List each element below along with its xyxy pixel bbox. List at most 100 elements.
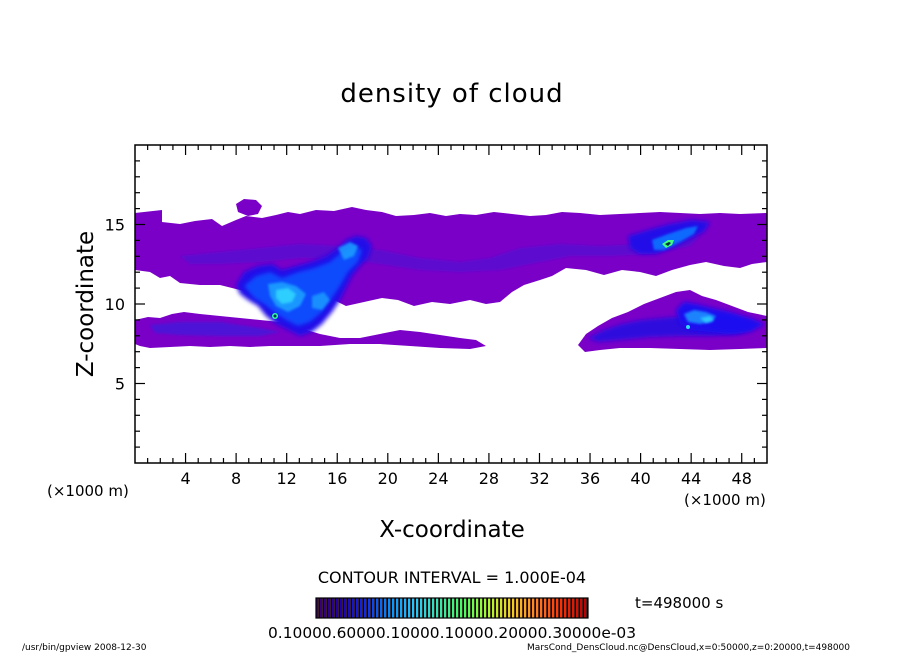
colorbar-step-gap [518,598,520,618]
x-tick-label: 44 [681,469,701,488]
colorbar-step [476,598,479,618]
colorbar-step-gap [370,598,372,618]
colorbar-step-gap [538,598,540,618]
colorbar-step-gap [442,598,444,618]
colorbar-step-gap [578,598,580,618]
colorbar-gradient [316,598,588,618]
colorbar-step [432,598,435,618]
colorbar-step [400,598,403,618]
x-tick-label: 20 [378,469,398,488]
colorbar-step [528,598,531,618]
colorbar-step-gap [354,598,356,618]
colorbar-step [428,598,431,618]
colorbar-step-gap [382,598,384,618]
colorbar-step [340,598,343,618]
colorbar-step [492,598,495,618]
y-tick-label: 5 [115,375,125,394]
colorbar-step [580,598,583,618]
colorbar-step-gap [458,598,460,618]
colorbar-step [408,598,411,618]
colorbar-step [464,598,467,618]
colorbar-step-gap [454,598,456,618]
colorbar-step [436,598,439,618]
colorbar-step-gap [534,598,536,618]
colorbar-step [488,598,491,618]
colorbar-step [496,598,499,618]
footer-left: /usr/bin/gpview 2008-12-30 [22,643,147,653]
colorbar-step [360,598,363,618]
x-tick-label: 24 [428,469,448,488]
colorbar-step-gap [326,598,328,618]
x-tick-label: 8 [231,469,241,488]
colorbar-step-gap [506,598,508,618]
colorbar-step-gap [338,598,340,618]
cloud-region-lower-left [135,312,486,349]
colorbar-step-gap [342,598,344,618]
colorbar-step [380,598,383,618]
x-tick-label: 28 [479,469,499,488]
colorbar-step [412,598,415,618]
colorbar-step-gap [426,598,428,618]
colorbar-step-gap [350,598,352,618]
x-tick-label: 4 [180,469,190,488]
colorbar-step [324,598,327,618]
colorbar-step-gap [522,598,524,618]
colorbar-step [444,598,447,618]
colorbar-step [372,598,375,618]
x-tick-labels: 4 8 12 16 20 24 28 32 36 40 44 48 [180,469,751,488]
colorbar-step [392,598,395,618]
colorbar-step [376,598,379,618]
colorbar-step [536,598,539,618]
colorbar-step [484,598,487,618]
colorbar-step-gap [438,598,440,618]
colorbar-step [472,598,475,618]
colorbar [315,597,589,619]
colorbar-step-gap [478,598,480,618]
colorbar-step-gap [494,598,496,618]
colorbar-step [520,598,523,618]
colorbar-step-gap [530,598,532,618]
colorbar-step-gap [486,598,488,618]
colorbar-step [532,598,535,618]
colorbar-step [348,598,351,618]
colorbar-step [332,598,335,618]
colorbar-step [452,598,455,618]
colorbar-step-gap [470,598,472,618]
cloud-region-top-blob [236,199,262,216]
x-tick-label: 40 [630,469,650,488]
colorbar-step [516,598,519,618]
colorbar-step-gap [574,598,576,618]
colorbar-step-gap [482,598,484,618]
colorbar-step [572,598,575,618]
colorbar-step-gap [510,598,512,618]
colorbar-step-gap [386,598,388,618]
colorbar-step [508,598,511,618]
colorbar-step-gap [378,598,380,618]
colorbar-step-gap [374,598,376,618]
colorbar-step [448,598,451,618]
colorbar-step [352,598,355,618]
x-tick-label: 36 [580,469,600,488]
colorbar-step [420,598,423,618]
colorbar-step [576,598,579,618]
cloud-core-upper-right [628,220,710,254]
colorbar-step [336,598,339,618]
colorbar-step [424,598,427,618]
colorbar-step-gap [526,598,528,618]
colorbar-step-gap [318,598,320,618]
colorbar-step-gap [466,598,468,618]
colorbar-step-gap [358,598,360,618]
x-tick-label: 12 [277,469,297,488]
colorbar-step [560,598,563,618]
colorbar-step [460,598,463,618]
colorbar-step-gap [402,598,404,618]
colorbar-step-gap [410,598,412,618]
colorbar-step [556,598,559,618]
colorbar-step-gap [330,598,332,618]
density-field [135,199,767,352]
colorbar-step-gap [498,598,500,618]
colorbar-step-gap [422,598,424,618]
x-unit-left-label: (×1000 m) [47,482,129,500]
y-tick-labels: 5 10 15 [105,216,125,394]
